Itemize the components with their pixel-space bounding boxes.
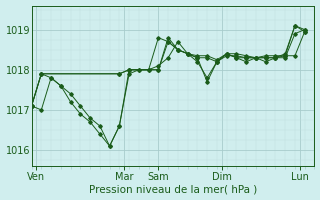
X-axis label: Pression niveau de la mer( hPa ): Pression niveau de la mer( hPa ) [89, 184, 257, 194]
